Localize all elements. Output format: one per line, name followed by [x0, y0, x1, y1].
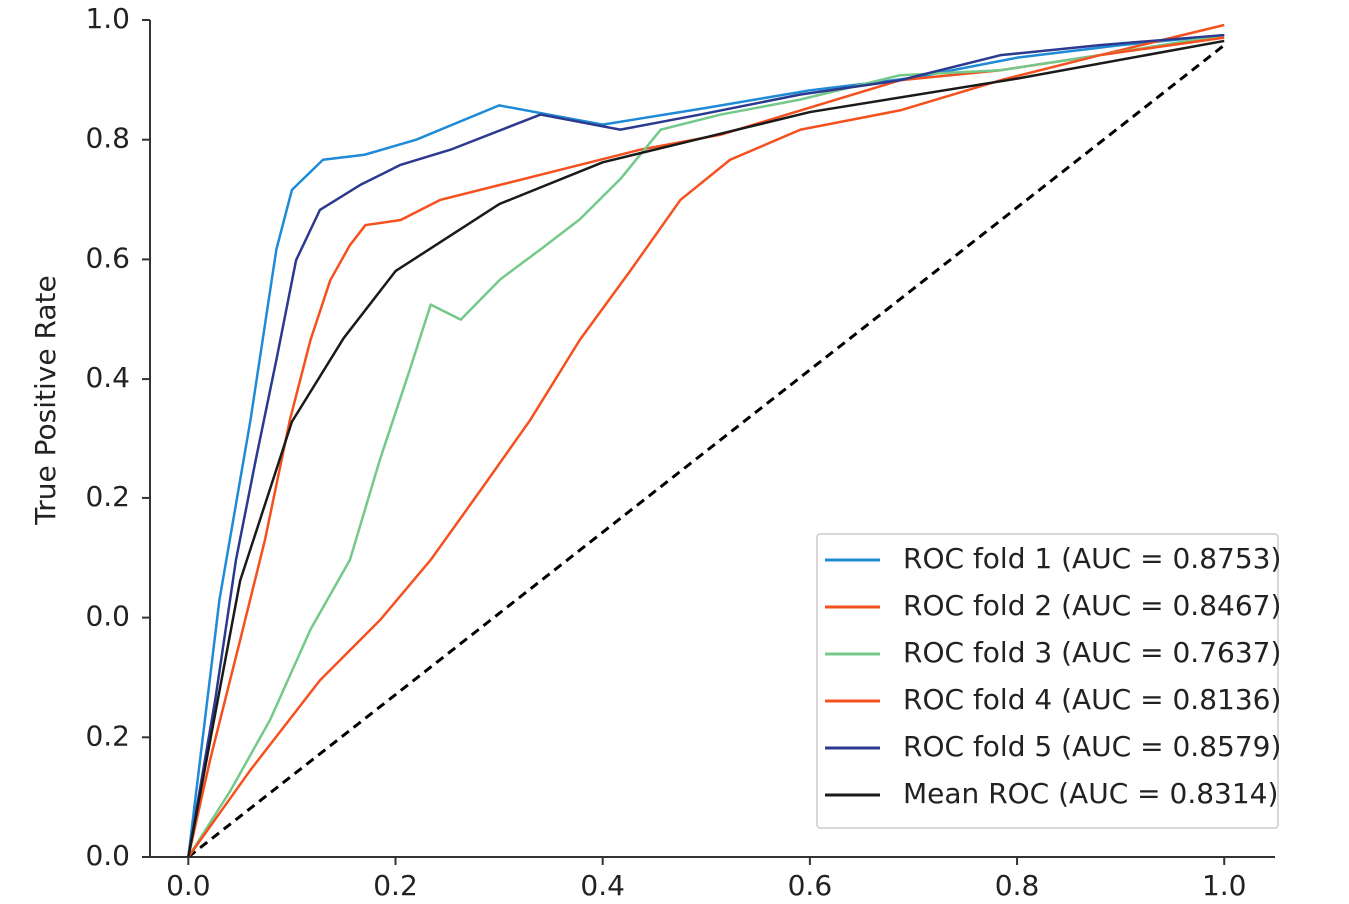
roc-line — [187, 23, 1225, 858]
x-tick-label: 0.0 — [166, 869, 211, 900]
y-tick-label: 0.6 — [85, 241, 130, 274]
x-tick-label: 0.8 — [995, 869, 1040, 900]
roc-line — [187, 33, 1225, 858]
y-tick-label: 0.0 — [85, 600, 130, 633]
y-axis-label: True Positive Rate — [29, 275, 62, 525]
legend-label: ROC fold 5 (AUC = 0.8579) — [903, 730, 1281, 763]
x-tick-label: 0.4 — [580, 869, 625, 900]
y-tick-label: 1.0 — [85, 2, 130, 35]
reference-line — [187, 43, 1226, 859]
legend-label: ROC fold 4 (AUC = 0.8136) — [903, 683, 1281, 716]
legend-label: ROC fold 3 (AUC = 0.7637) — [903, 636, 1281, 669]
legend-label: ROC fold 2 (AUC = 0.8467) — [903, 589, 1281, 622]
legend-label: Mean ROC (AUC = 0.8314) — [903, 777, 1278, 810]
y-tick-label: 0.2 — [85, 719, 130, 752]
legend-box — [816, 533, 1279, 829]
y-tick-label: 0.2 — [85, 480, 130, 513]
roc-line — [187, 36, 1225, 858]
x-tick-label: 1.0 — [1202, 869, 1247, 900]
roc-line — [187, 33, 1225, 858]
roc-line — [187, 33, 1225, 858]
legend-label: ROC fold 1 (AUC = 0.8753) — [903, 542, 1281, 575]
x-tick-label: 0.2 — [373, 869, 418, 900]
roc-line — [187, 39, 1225, 858]
y-tick-label: 0.0 — [85, 839, 130, 872]
y-tick-label: 0.4 — [85, 361, 130, 394]
y-tick-label: 0.8 — [85, 122, 130, 155]
x-tick-label: 0.6 — [788, 869, 833, 900]
